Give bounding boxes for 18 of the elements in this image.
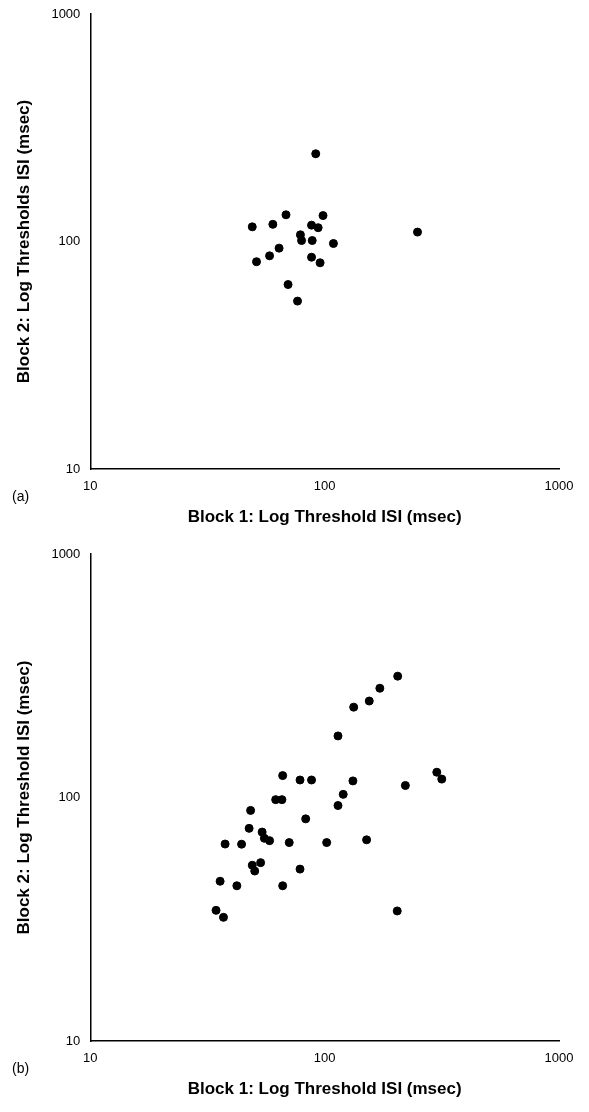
y-tick-label: 1000 [51, 5, 81, 21]
text: (a) [12, 487, 30, 504]
x-axis-title: Block 1: Log Threshold ISI (msec) [187, 1079, 462, 1099]
x-tick-label: 10 [83, 1050, 98, 1066]
y-tick-label: 10 [65, 1032, 81, 1048]
x-tick-label: 1000 [544, 1050, 574, 1066]
text: (b) [12, 1059, 30, 1076]
x-tick-label: 100 [313, 1050, 336, 1066]
x-tick-label: 100 [313, 478, 336, 494]
y-tick-label: 1000 [51, 545, 81, 561]
x-axis-title: Block 1: Log Threshold ISI (msec) [187, 507, 462, 527]
y-axis-title: Block 2: Log Threshold ISI (msec) [13, 660, 33, 935]
x-tick-label: 10 [83, 478, 98, 494]
y-tick-label: 10 [65, 460, 81, 476]
y-tick-label: 100 [58, 233, 81, 249]
x-tick-label: 1000 [544, 478, 574, 494]
y-axis-title: Block 2: Log Thresholds ISI (msec) [13, 99, 33, 384]
y-tick-label: 100 [58, 789, 81, 805]
